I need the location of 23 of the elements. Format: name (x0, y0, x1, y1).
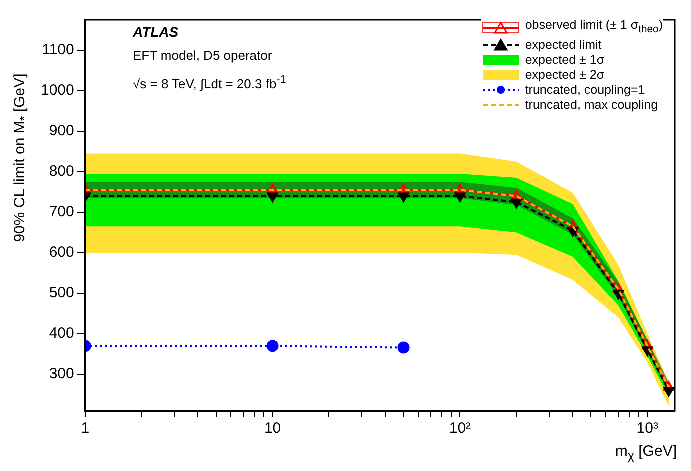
y-tick-label: 800 (49, 163, 74, 180)
legend-label: expected ± 1σ (525, 52, 605, 68)
y-tick-label: 600 (49, 244, 74, 262)
x-tick-label: 10³ (636, 420, 658, 438)
y-tick-label: 700 (49, 204, 74, 221)
x-tick-label: 10 (264, 420, 282, 438)
annotation: ATLAS (133, 23, 180, 42)
y-tick-label: 900 (49, 122, 74, 140)
x-tick-label: 10² (449, 420, 472, 438)
annotation: EFT model, D5 operator (133, 47, 274, 65)
x-axis-title: m$_{χ}$ [GeV] (615, 443, 677, 463)
annotation: √s = 8 TeV, ∫Ldt = 20.3 fb$^{-1}$ (133, 73, 286, 94)
y-tick-label: 1100 (42, 42, 74, 59)
y-tick-label: 300 (49, 366, 74, 383)
legend-label: expected ± 2σ (525, 68, 605, 82)
y-tick-label: 1000 (40, 82, 74, 100)
legend-label: observed limit (± 1 σ$_{theo}$) (525, 18, 663, 38)
y-tick-label: 500 (49, 284, 74, 302)
legend-label: expected limit (525, 38, 602, 52)
legend-label: truncated, coupling=1 (525, 82, 646, 98)
x-tick-label: 1 (81, 420, 90, 438)
legend-label: truncated, max coupling (525, 98, 658, 112)
y-tick-label: 400 (49, 325, 74, 342)
